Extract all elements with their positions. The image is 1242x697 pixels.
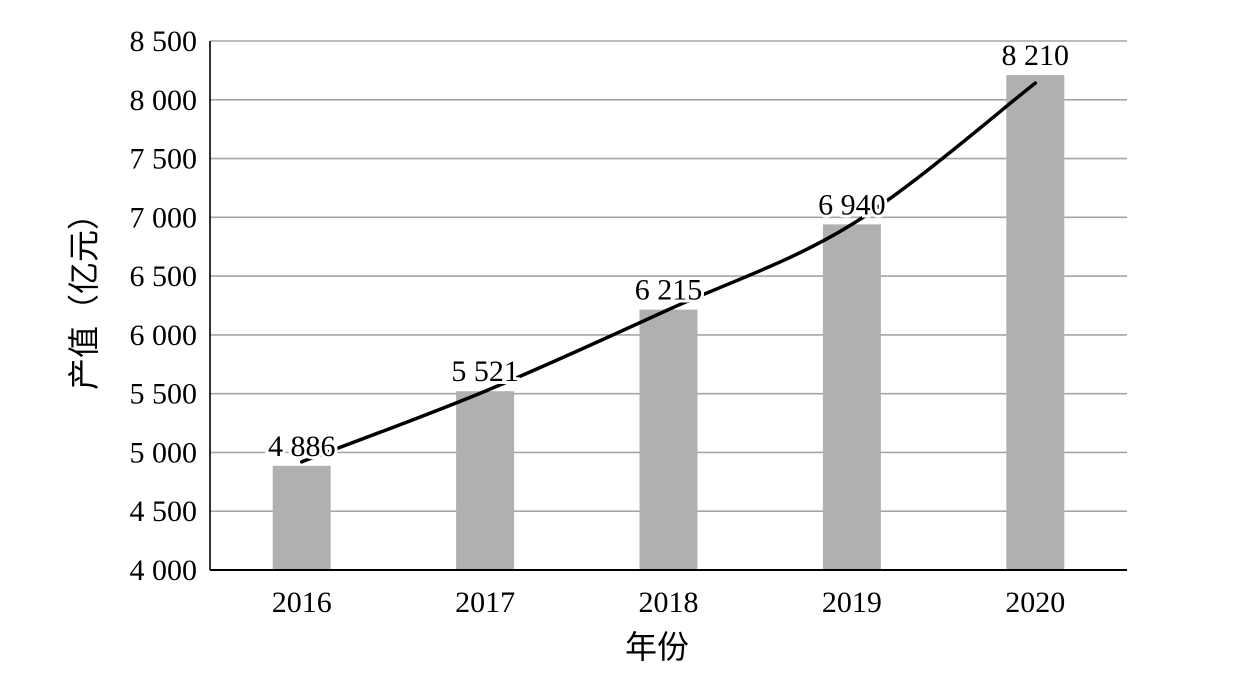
y-tick-label: 6 500 (130, 260, 198, 293)
x-axis-title: 年份 (625, 629, 689, 665)
data-label: 4 886 (268, 430, 336, 463)
x-tick-label: 2020 (1005, 586, 1065, 619)
y-tick-label: 8 000 (130, 84, 198, 117)
bar (272, 465, 331, 570)
y-tick-label: 7 500 (130, 143, 198, 176)
data-labels: 4 886 5 521 6 215 6 940 8 210 (265, 36, 1072, 466)
y-tick-label: 5 500 (130, 378, 198, 411)
gridlines (210, 40, 1127, 513)
bar (822, 224, 881, 571)
y-tick-label: 4 500 (130, 495, 198, 528)
bars (272, 75, 1065, 571)
y-axis-title: 产值（亿元） (66, 198, 102, 390)
data-label: 6 215 (635, 274, 703, 307)
x-tick-labels: 2016 2017 2018 2019 2020 (272, 586, 1066, 619)
y-tick-label: 8 500 (130, 25, 198, 58)
x-tick-label: 2018 (639, 586, 699, 619)
trend-line (299, 81, 1038, 464)
bar (1006, 75, 1065, 570)
bar (456, 391, 515, 570)
y-tick-labels: 4 000 4 500 5 000 5 500 6 000 6 500 7 000 7 500… (130, 25, 198, 587)
data-label: 8 210 (1002, 39, 1070, 72)
x-tick-label: 2016 (272, 586, 332, 619)
x-tick-label: 2019 (822, 586, 882, 619)
y-tick-label: 4 000 (130, 554, 198, 587)
trend-line-layer (299, 81, 1038, 464)
x-tick-label: 2017 (455, 586, 515, 619)
y-tick-label: 6 000 (130, 319, 198, 352)
bar (639, 309, 698, 570)
axes (209, 41, 1127, 571)
y-tick-label: 5 000 (130, 436, 198, 469)
data-label: 5 521 (451, 355, 519, 388)
y-tick-label: 7 000 (130, 201, 198, 234)
data-label: 6 940 (818, 188, 886, 221)
